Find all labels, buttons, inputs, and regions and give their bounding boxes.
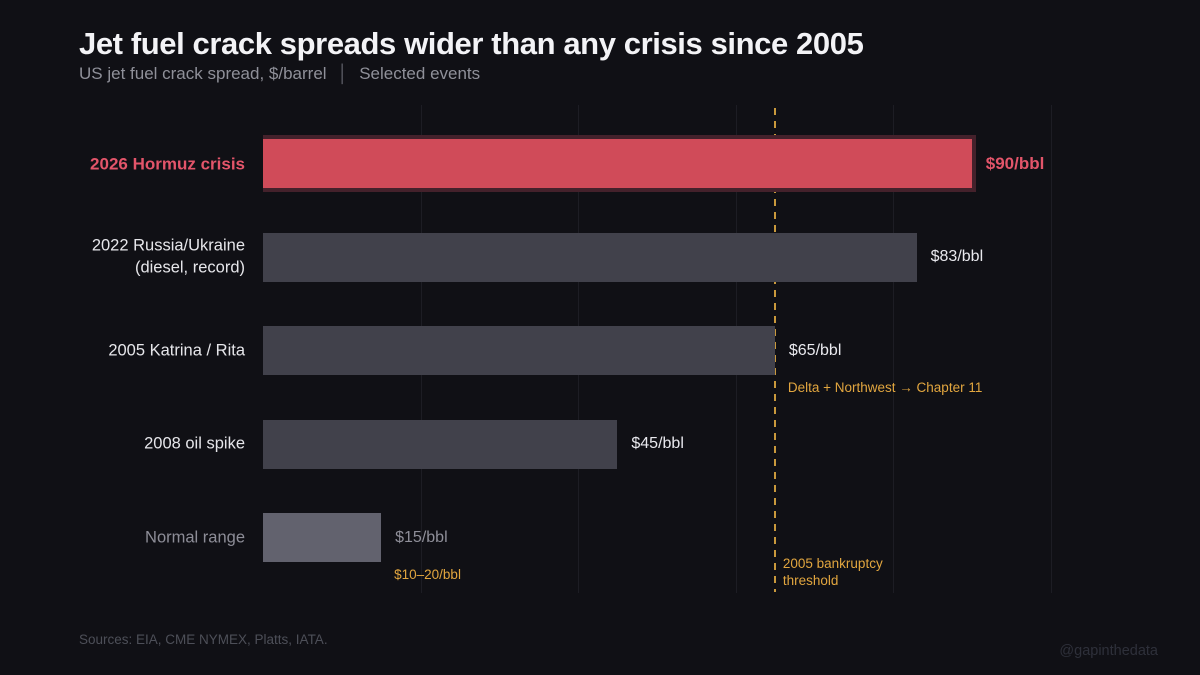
- row-label: Normal range: [145, 527, 245, 546]
- value-label: $90/bbl: [985, 153, 1045, 173]
- subtitle-right: Selected events: [359, 64, 481, 83]
- chart-title: Jet fuel crack spreads wider than any cr…: [79, 26, 864, 61]
- threshold-line: [773, 108, 776, 592]
- sources-note: Sources: EIA, CME NYMEX, Platts, IATA.: [79, 632, 328, 647]
- threshold-label: 2005 bankruptcy threshold: [782, 556, 883, 588]
- subtitle-left: US jet fuel crack spread, $/barrel: [79, 64, 327, 83]
- value-label: $65/bbl: [788, 341, 842, 359]
- value-label: $83/bbl: [930, 248, 984, 265]
- bar: [263, 419, 618, 469]
- annotation: $10–20/bbl: [394, 566, 461, 582]
- value-label: $15/bbl: [395, 528, 448, 546]
- subtitle-separator: │: [337, 64, 349, 83]
- bar: [263, 326, 775, 375]
- gridline: [1050, 105, 1052, 593]
- bar: [263, 513, 382, 562]
- annotation: Delta + Northwest → Chapter 11: [787, 379, 983, 395]
- row-label: 2026 Hormuz crisis: [90, 153, 245, 173]
- bar: [263, 232, 917, 282]
- row-label: 2005 Katrina / Rita: [108, 340, 245, 359]
- chart-subtitle: US jet fuel crack spread, $/barrel │ Selec…: [79, 64, 480, 84]
- watermark: @gapinthedata: [1059, 643, 1158, 659]
- gridline: [893, 105, 894, 593]
- row-label: 2022 Russia/Ukraine (diesel, record): [91, 236, 245, 277]
- value-label: $45/bbl: [631, 435, 684, 452]
- row-label: 2008 oil spike: [144, 434, 245, 453]
- bar: [263, 139, 972, 188]
